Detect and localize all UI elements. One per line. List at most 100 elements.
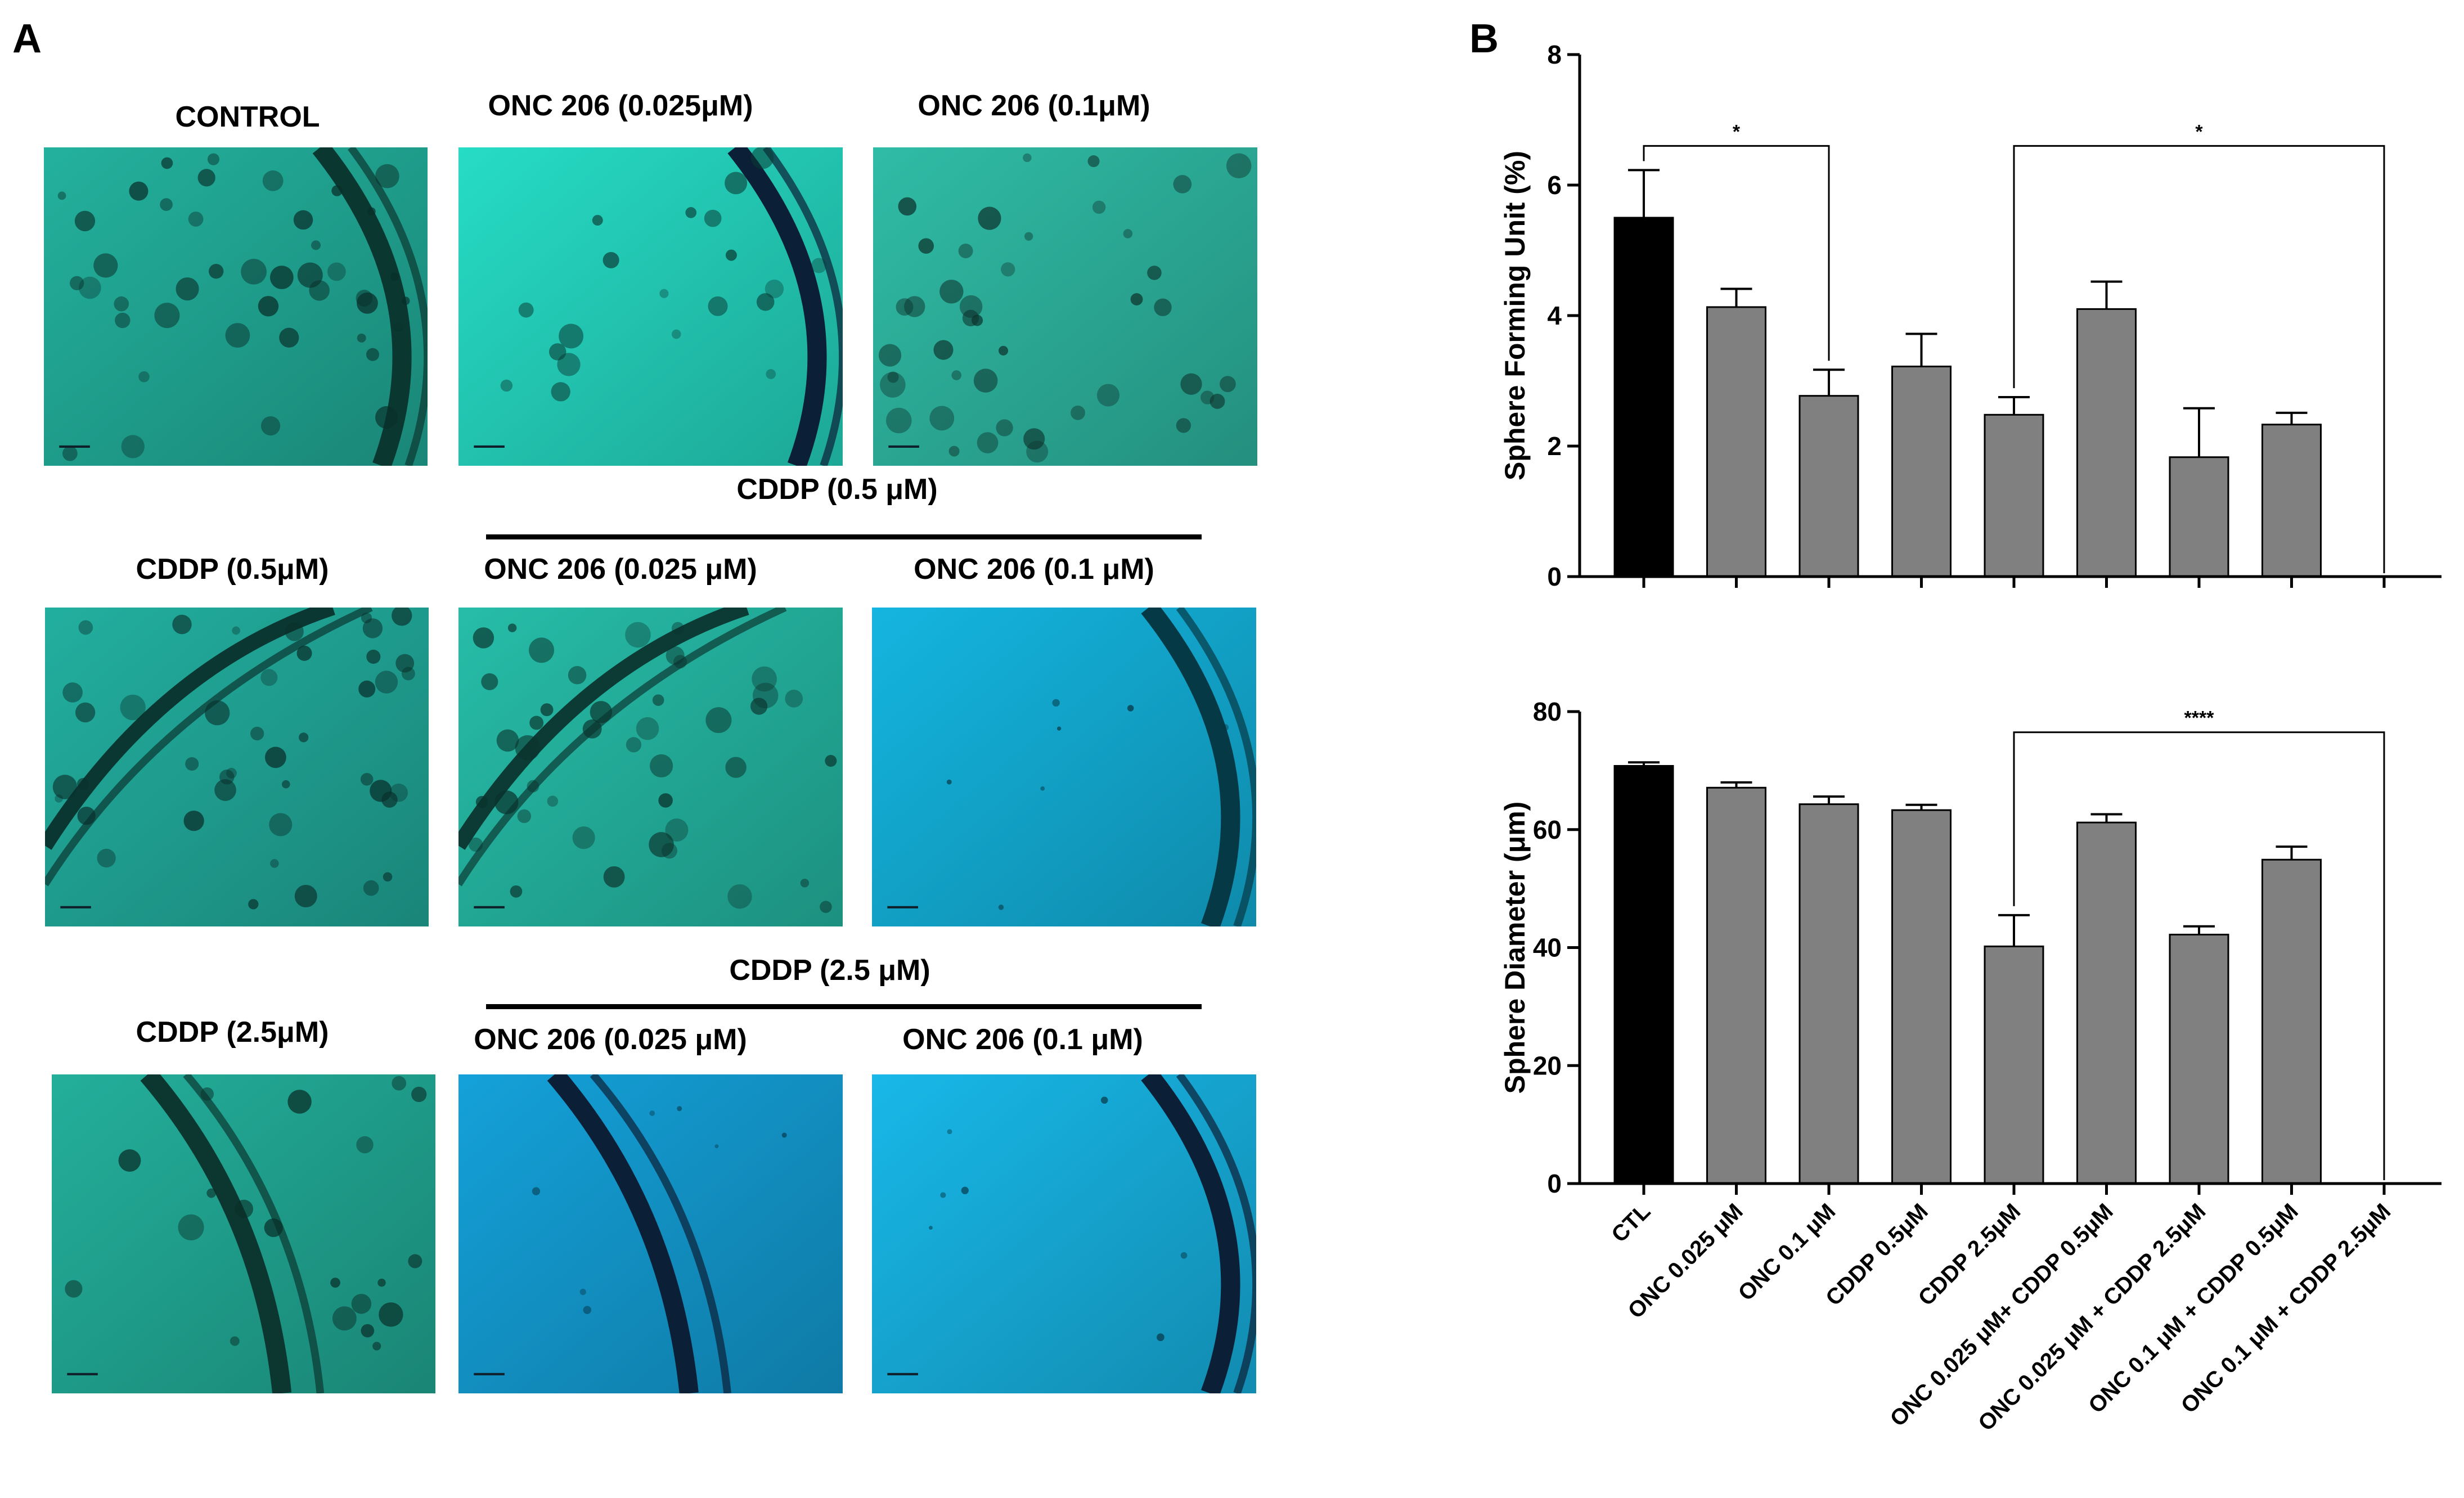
cell-sphere [602,251,619,269]
cell-sphere [383,872,393,882]
cell-sphere [367,207,376,216]
cell-sphere [785,690,803,708]
y-tick-label: 6 [1547,170,1562,200]
cell-sphere [1180,1252,1188,1259]
cell-sphere [510,885,523,898]
micrograph-cddp-25 [52,1074,435,1393]
cell-sphere [357,333,366,343]
cell-sphere [160,198,173,211]
cell-sphere [114,296,129,312]
cell-sphere [287,1090,312,1114]
cell-sphere [411,1086,427,1103]
cell-sphere [97,848,116,868]
cell-sphere [375,406,398,429]
image-caption-onc-01: ONC 206 (0.1μM) [918,89,1150,122]
cell-sphere [673,655,687,669]
cell-sphere [206,1188,217,1198]
cell-sphere [649,1110,655,1116]
cell-sphere [1209,394,1225,409]
cell-sphere [727,884,752,909]
cell-sphere [78,620,93,635]
cell-sphere [230,1336,240,1346]
cell-sphere [375,671,398,694]
cell-sphere [294,885,317,908]
cell-sphere [896,298,914,316]
cell-sphere [946,779,952,785]
cell-sphere [176,277,199,301]
micrograph-cddp-05 [45,608,429,926]
cell-sphere [62,682,83,703]
cell-sphere [649,832,674,857]
well-edge [547,1074,699,1393]
cell-sphere [1100,1096,1108,1104]
cell-sphere [299,732,309,743]
cell-sphere [377,1279,386,1287]
cell-sphere [947,1129,952,1135]
cell-sphere [250,726,264,741]
cell-sphere [65,1280,83,1298]
cell-sphere [1173,175,1192,194]
cell-sphere [121,435,145,458]
cell-sphere [390,272,399,281]
cell-sphere [381,791,398,808]
y-tick-label: 2 [1547,431,1562,461]
cell-sphere [714,1144,719,1149]
cell-sphere [358,680,376,698]
cell-sphere [129,181,149,201]
cell-sphere [671,329,681,339]
cell-sphere [74,210,96,232]
cell-sphere [357,292,378,314]
well-edge [727,147,827,466]
cell-sphere [880,372,906,398]
cell-sphere [1176,418,1191,433]
cell-sphere [659,289,669,298]
micrograph-cddp25-onc-01 [872,1074,1256,1393]
y-tick-label: 40 [1533,933,1562,962]
cell-sphere [579,1289,586,1295]
group-header-cddp-05: CDDP (0.5 μM) [736,473,938,506]
cell-sphere [362,618,383,638]
cell-sphere [529,716,544,730]
cell-sphere [79,276,101,299]
cell-sphere [293,210,313,230]
bar [2076,308,2137,578]
cell-sphere [765,279,784,299]
micrograph-drawing [45,608,429,926]
cell-sphere [1226,153,1252,178]
significance-label: * [1733,121,1741,142]
cell-sphere [258,296,279,317]
cell-sphere [363,880,379,896]
cell-sphere [200,1087,214,1101]
cell-sphere [652,694,664,706]
cell-sphere [225,323,250,348]
micrograph-drawing [52,1074,435,1393]
cell-sphere [800,879,810,888]
cell-sphere [708,296,728,316]
cell-sphere [811,258,827,273]
cell-sphere [77,778,89,790]
cell-sphere [1023,428,1045,450]
cell-sphere [551,382,570,402]
cell-sphere [961,1186,969,1194]
cell-sphere [603,866,625,888]
bar [1984,413,2044,578]
cell-sphere [70,276,84,291]
cell-sphere [1180,373,1202,395]
panel-b-label: B [1469,16,1499,61]
micrograph-drawing [872,1074,1256,1393]
cell-sphere [332,1306,357,1331]
cell-sphere [52,775,78,799]
image-caption-onc-0025: ONC 206 (0.025μM) [488,89,753,122]
cell-sphere [235,1199,254,1218]
cell-sphere [311,240,321,250]
well-edge [1141,608,1240,926]
y-tick-label: 0 [1547,1169,1562,1198]
image-caption-cddp25-onc-01: ONC 206 (0.1 μM) [902,1023,1143,1056]
cell-sphere [55,794,63,803]
group-rule-cddp-05 [486,534,1202,539]
well-edge [45,608,373,887]
cell-sphere [958,244,973,259]
cell-sphere [401,296,410,305]
cell-sphere [77,807,96,825]
